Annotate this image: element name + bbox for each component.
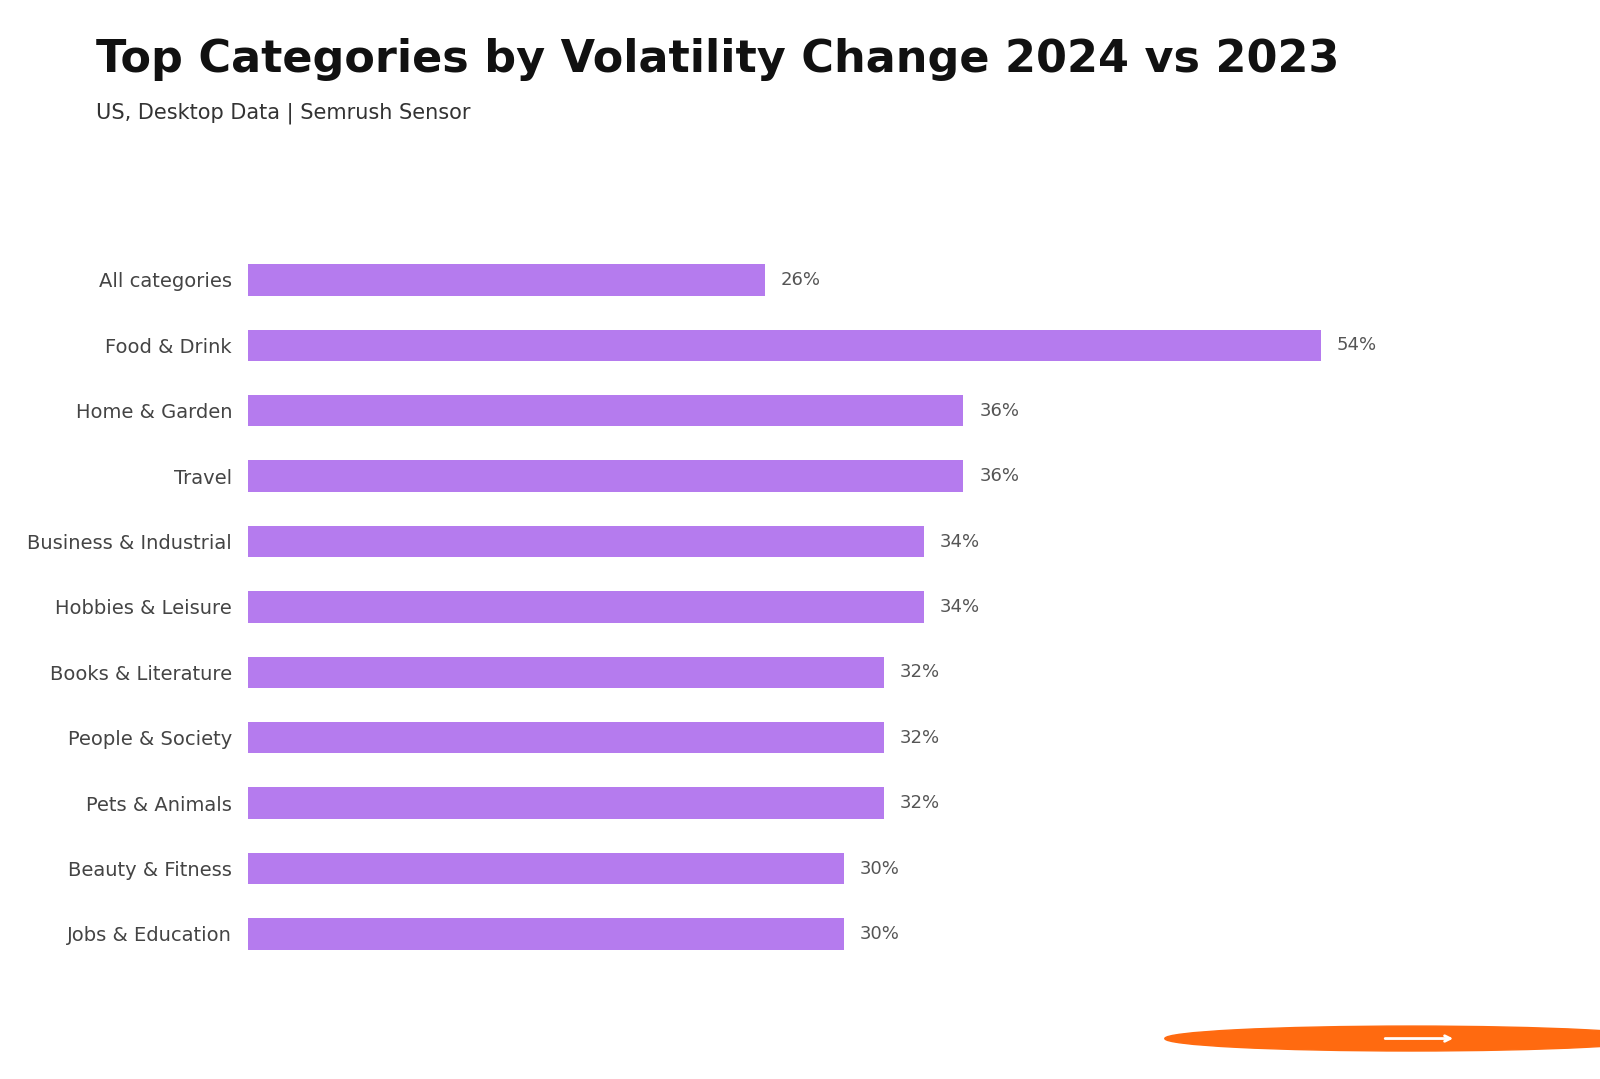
Bar [248, 395, 963, 426]
Text: 26%: 26% [781, 271, 821, 289]
Bar [248, 461, 963, 492]
Text: 36%: 36% [979, 401, 1019, 420]
Bar [248, 657, 883, 688]
Bar [248, 788, 883, 819]
Bar [248, 918, 845, 950]
Text: 32%: 32% [899, 794, 939, 812]
Bar [248, 722, 883, 753]
Text: SEMRUSH: SEMRUSH [1390, 1025, 1544, 1052]
Bar [248, 264, 765, 296]
Text: 34%: 34% [939, 598, 979, 616]
Text: 30%: 30% [861, 925, 899, 943]
Bar [248, 852, 845, 885]
Text: 32%: 32% [899, 664, 939, 681]
Text: 30%: 30% [861, 860, 899, 877]
Text: 54%: 54% [1338, 337, 1378, 354]
Text: 36%: 36% [979, 467, 1019, 486]
Text: 32%: 32% [899, 728, 939, 747]
Bar [248, 591, 923, 623]
Circle shape [1165, 1026, 1600, 1051]
Text: semrush.com: semrush.com [61, 1029, 182, 1048]
Bar [248, 329, 1322, 361]
Text: US, Desktop Data | Semrush Sensor: US, Desktop Data | Semrush Sensor [96, 103, 470, 124]
Bar [248, 525, 923, 557]
Text: Top Categories by Volatility Change 2024 vs 2023: Top Categories by Volatility Change 2024… [96, 38, 1339, 81]
Text: 34%: 34% [939, 533, 979, 550]
